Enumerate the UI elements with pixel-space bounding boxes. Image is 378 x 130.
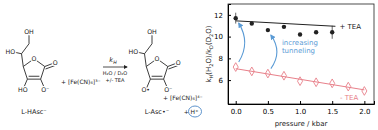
atom-label: HO bbox=[5, 48, 15, 55]
annotation: tunneling bbox=[282, 47, 315, 55]
bond bbox=[145, 44, 153, 54]
byproduct: + [Fe(CN)₆]⁴⁻ bbox=[163, 94, 203, 101]
atom-label: O⁻ bbox=[41, 86, 49, 93]
x-tick: 0.5 bbox=[263, 101, 274, 116]
y-tick-label: 6 bbox=[219, 77, 224, 85]
bond bbox=[29, 76, 40, 77]
proton-highlight bbox=[189, 106, 202, 117]
molecule-name: L-Asc•⁻ bbox=[145, 108, 169, 116]
atom-label: O• bbox=[141, 86, 150, 93]
x-tick-label: 1.0 bbox=[295, 108, 306, 116]
text-part: (D bbox=[205, 37, 213, 45]
x-axis: 0.0 0.5 1.0 1.5 2.0 bbox=[229, 101, 375, 116]
molecule: O O O• O⁻ HO OH bbox=[128, 28, 180, 94]
reaction-scheme: O O HO O⁻ HO OH L-HAsc⁻ O O O• O⁻ HO OH L-Asc•⁻ + [Fe(… bbox=[5, 28, 202, 118]
x-tick-mark bbox=[364, 101, 365, 104]
annotation: increasing bbox=[282, 39, 318, 47]
bond bbox=[152, 76, 163, 77]
bond bbox=[46, 65, 56, 69]
data-point bbox=[298, 32, 302, 36]
x-axis-title: pressure / kbar bbox=[275, 120, 328, 128]
atom-label: OH bbox=[147, 28, 157, 35]
x-tick-label: 0.5 bbox=[263, 108, 274, 116]
x-tick: 2.0 bbox=[359, 101, 370, 116]
bond bbox=[164, 67, 168, 80]
x-tick-label: 1.5 bbox=[327, 108, 338, 116]
y-tick-mark bbox=[228, 58, 231, 59]
y-tick-label: 10 bbox=[214, 33, 223, 41]
condition: H₂O / D₂O bbox=[103, 70, 127, 76]
y-tick-label: 12 bbox=[214, 12, 223, 20]
data-point bbox=[281, 71, 286, 80]
chart: 0.0 0.5 1.0 1.5 2.0 6 8 10 12 pressure / kbar kH(H… bbox=[205, 4, 375, 128]
bond bbox=[146, 67, 150, 80]
figure: O O HO O⁻ HO OH L-HAsc⁻ O O O• O⁻ HO OH L-Asc•⁻ + [Fe(… bbox=[0, 0, 378, 130]
data-point bbox=[330, 79, 335, 88]
atom-label: O⁻ bbox=[164, 86, 172, 93]
fit-line bbox=[236, 21, 336, 26]
x-tick-mark bbox=[268, 101, 269, 104]
x-tick-mark bbox=[236, 101, 237, 104]
bond bbox=[23, 67, 27, 80]
atom-label: HO bbox=[128, 48, 138, 55]
text-part: O)/k bbox=[205, 48, 213, 64]
data-point bbox=[298, 77, 303, 86]
proton: + H⁺ bbox=[184, 108, 199, 115]
y-tick: 8 bbox=[219, 55, 231, 63]
x-tick-mark bbox=[300, 101, 301, 104]
y-tick: 10 bbox=[214, 33, 231, 41]
bond bbox=[150, 79, 163, 80]
rate-constant: kH bbox=[109, 56, 117, 65]
data-point bbox=[234, 16, 238, 20]
condition: +/- TEA bbox=[106, 77, 125, 83]
atom-label: HO bbox=[18, 86, 28, 93]
atom-label: OH bbox=[24, 28, 34, 35]
x-tick: 1.0 bbox=[295, 101, 306, 116]
y-tick-mark bbox=[228, 37, 231, 38]
x-tick-label: 2.0 bbox=[359, 108, 370, 116]
data-point bbox=[233, 63, 238, 72]
fit-line bbox=[236, 69, 365, 90]
x-tick: 1.5 bbox=[327, 101, 338, 116]
series-label: + TEA bbox=[339, 23, 361, 31]
y-tick-label: 8 bbox=[219, 55, 223, 63]
data-point bbox=[282, 25, 286, 29]
molecule: O O HO O⁻ HO OH bbox=[5, 28, 57, 94]
atom-label: O bbox=[155, 55, 160, 62]
bond bbox=[169, 65, 179, 69]
text-part: (H bbox=[205, 67, 213, 75]
x-tick: 0.0 bbox=[231, 101, 242, 116]
x-tick-label: 0.0 bbox=[231, 108, 242, 116]
data-point bbox=[314, 30, 318, 34]
plot-marks bbox=[233, 13, 367, 96]
text-part: O) bbox=[205, 25, 213, 34]
y-axis: 6 8 10 12 bbox=[214, 5, 231, 105]
bond bbox=[27, 79, 40, 80]
atom-label: O bbox=[32, 55, 37, 62]
y-tick-mark bbox=[228, 15, 231, 16]
atom-label: O bbox=[176, 59, 181, 66]
x-tick-mark bbox=[332, 101, 333, 104]
subscript: H bbox=[113, 60, 117, 65]
tunneling-arrow bbox=[271, 35, 277, 68]
y-axis-line bbox=[229, 5, 232, 105]
y-axis-title: kH(H2O)/kD(D2O) bbox=[205, 25, 214, 82]
y-tick: 12 bbox=[214, 12, 231, 20]
y-tick: 6 bbox=[219, 77, 231, 85]
data-point bbox=[266, 28, 270, 32]
data-point bbox=[330, 30, 334, 34]
series-label: - TEA bbox=[340, 94, 358, 102]
tunneling-arrow bbox=[239, 23, 245, 62]
molecule-name: L-HAsc⁻ bbox=[21, 108, 47, 116]
bond bbox=[41, 67, 45, 80]
reaction-arrow bbox=[103, 67, 127, 68]
bond bbox=[22, 44, 30, 54]
reagent: + [Fe(CN)₆]³⁻ bbox=[61, 78, 101, 85]
plot-frame bbox=[228, 4, 374, 104]
data-point bbox=[362, 87, 367, 96]
y-tick-mark bbox=[228, 80, 231, 81]
bond bbox=[145, 54, 147, 67]
atom-label: O bbox=[53, 59, 58, 66]
bond bbox=[22, 54, 24, 67]
